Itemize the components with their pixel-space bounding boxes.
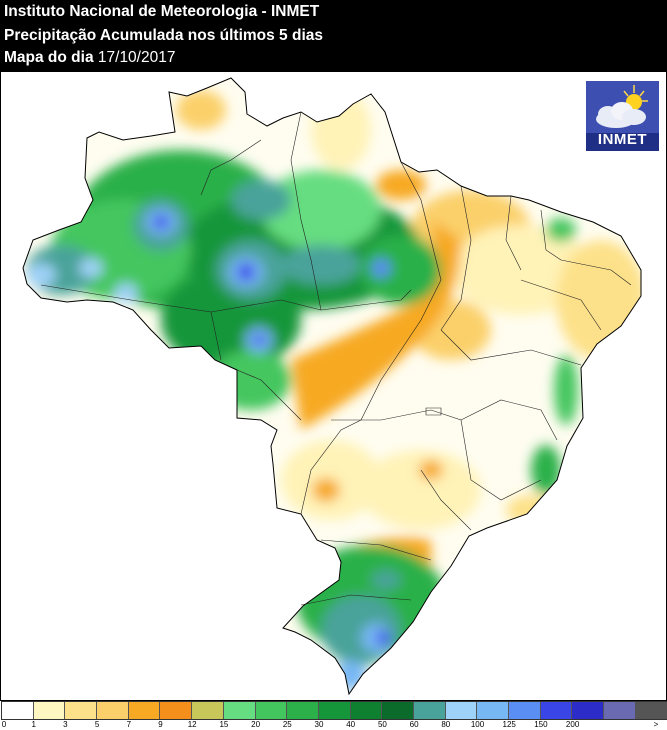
legend-swatch (445, 702, 478, 719)
legend-tick-label: 1 (31, 720, 36, 729)
legend-tick-label: 25 (282, 720, 292, 729)
legend-swatch (287, 702, 319, 719)
precip-fill (23, 78, 641, 694)
map-date-line: Mapa do dia 17/10/2017 (4, 49, 175, 67)
map-date-label: Mapa do dia (4, 49, 94, 66)
legend-tick-label: 40 (346, 720, 356, 729)
precip-legend: 0 1 3 5 7 9 12 15 20 25 30 40 50 60 80 100 125 150 200 > (0, 701, 667, 730)
inmet-logo: INMET (586, 81, 659, 151)
legend-tick-label: 3 (63, 720, 68, 729)
legend-tick-label: 7 (126, 720, 132, 729)
legend-swatch (160, 702, 193, 719)
legend-swatch (382, 702, 414, 719)
legend-tick-label: 15 (219, 720, 229, 729)
precipitation-map (0, 72, 667, 701)
legend-tick-label: 12 (187, 720, 197, 729)
brazil-map-svg (22, 77, 642, 696)
institute-title: Instituto Nacional de Meteorologia - INM… (4, 3, 320, 20)
legend-tick-label: 60 (409, 720, 419, 729)
legend-swatch (97, 702, 129, 719)
legend-swatch (223, 702, 256, 719)
legend-swatch (318, 702, 351, 719)
legend-tick-label: 125 (502, 720, 516, 729)
legend-swatch (128, 702, 161, 719)
legend-swatch (604, 702, 636, 719)
legend-swatch (192, 702, 224, 719)
legend-tick-label: 9 (158, 720, 163, 729)
legend-color-bar (1, 701, 667, 720)
legend-swatch (509, 702, 541, 719)
legend-swatch (635, 702, 667, 719)
legend-tick-label: 30 (314, 720, 324, 729)
cloud-sun-icon (586, 81, 659, 133)
legend-tick-label: 20 (251, 720, 261, 729)
legend-swatch (65, 702, 98, 719)
legend-swatch (350, 702, 383, 719)
legend-swatch (572, 702, 605, 719)
legend-tick-label: 80 (441, 720, 451, 729)
legend-swatch (2, 702, 34, 719)
state-borders (40, 111, 632, 606)
legend-swatch (413, 702, 446, 719)
legend-tick-label: 200 (565, 720, 580, 729)
legend-tick-label: 100 (470, 720, 485, 729)
legend-swatch (255, 702, 288, 719)
legend-swatch (33, 702, 66, 719)
map-header: Instituto Nacional de Meteorologia - INM… (0, 0, 667, 72)
legend-tick-label: 0 (1, 720, 7, 729)
map-date: 17/10/2017 (97, 49, 176, 66)
legend-swatch (477, 702, 509, 719)
legend-tick-label: 50 (377, 720, 387, 729)
inmet-logo-text: INMET (597, 131, 648, 148)
legend-tick-label: 5 (94, 720, 100, 729)
map-subtitle: Precipitação Acumulada nos últimos 5 dia… (4, 27, 323, 44)
legend-tick-label: 150 (534, 720, 548, 729)
legend-swatch (540, 702, 573, 719)
legend-tick-label: > (653, 720, 659, 729)
